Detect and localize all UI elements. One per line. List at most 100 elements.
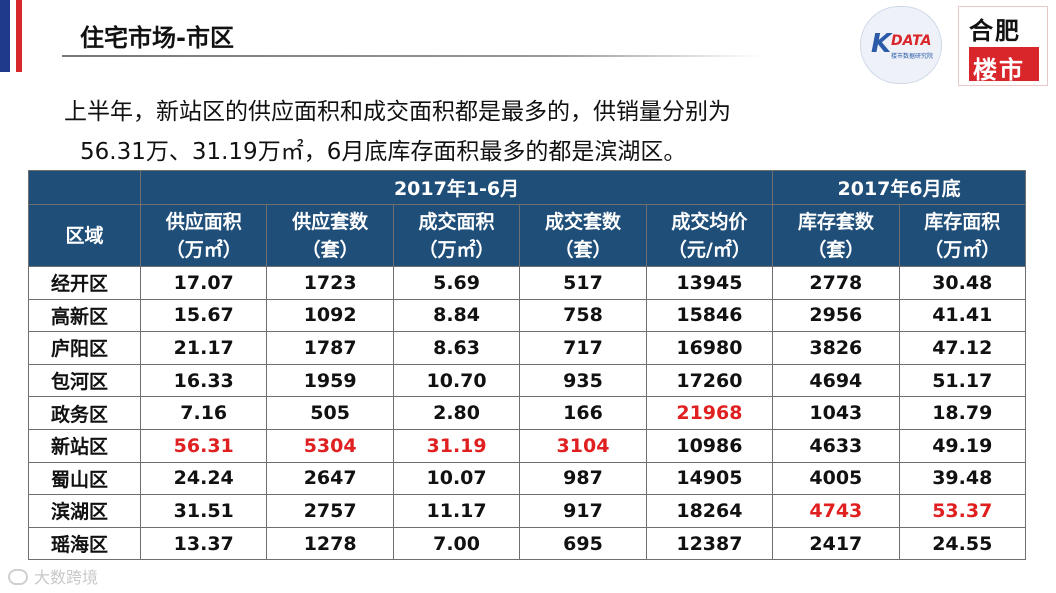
value-cell: 2647: [266, 461, 394, 496]
region-cell: 政务区: [28, 396, 141, 430]
group-header-h1: 2017年1-6月: [139, 170, 774, 205]
value-cell: 166: [519, 396, 647, 430]
column-header: 库存套数 （套）: [772, 204, 900, 267]
value-cell: 2778: [772, 266, 900, 300]
column-header-title: 供应面积: [165, 210, 242, 233]
value-cell: 31.19: [392, 428, 521, 463]
value-cell: 5304: [266, 428, 394, 463]
region-cell: 滨湖区: [28, 494, 141, 528]
value-cell: 39.48: [898, 461, 1027, 496]
value-cell: 56.31: [139, 428, 268, 463]
title-underline: [62, 55, 762, 57]
value-cell: 21968: [645, 396, 774, 430]
value-cell: 11.17: [392, 494, 521, 528]
value-cell: 10986: [645, 428, 774, 463]
table-row: 政务区 7.16 505 2.80 166 21968 1043 18.79: [28, 396, 1027, 430]
column-header-title: 库存套数: [797, 210, 874, 233]
column-header-title: 供应套数: [292, 210, 369, 233]
value-cell: 14905: [645, 461, 774, 496]
summary-line-2: 56.31万、31.19万㎡，6月底库存面积最多的都是滨湖区。: [80, 139, 687, 165]
value-cell: 16.33: [139, 363, 268, 398]
value-cell: 2.80: [392, 396, 521, 430]
value-cell: 16980: [645, 331, 774, 365]
city-logo-bottom: 楼市: [973, 55, 1025, 84]
column-header-unit: （元/㎡）: [667, 238, 751, 261]
value-cell: 2757: [266, 494, 394, 528]
city-logo-top: 合肥: [969, 16, 1021, 45]
column-header-unit: （万㎡）: [165, 238, 242, 261]
value-cell: 10.07: [392, 461, 521, 496]
value-cell: 1043: [772, 396, 900, 430]
city-logo: 合肥 楼市: [958, 6, 1048, 86]
value-cell: 49.19: [898, 428, 1027, 463]
value-cell: 717: [519, 331, 647, 365]
table-row: 经开区 17.07 1723 5.69 517 13945 2778 30.48: [28, 266, 1027, 300]
value-cell: 41.41: [898, 298, 1027, 333]
value-cell: 4633: [772, 428, 900, 463]
value-cell: 4005: [772, 461, 900, 496]
region-cell: 包河区: [28, 363, 141, 398]
value-cell: 12387: [645, 526, 774, 561]
value-cell: 758: [519, 298, 647, 333]
column-header: 库存面积 （万㎡）: [898, 204, 1027, 267]
table-row: 高新区 15.67 1092 8.84 758 15846 2956 41.41: [28, 298, 1027, 333]
table-row: 蜀山区 24.24 2647 10.07 987 14905 4005 39.48: [28, 461, 1027, 496]
column-header: 供应套数 （套）: [266, 204, 394, 267]
value-cell: 7.00: [392, 526, 521, 561]
value-cell: 4694: [772, 363, 900, 398]
value-cell: 3104: [519, 428, 647, 463]
region-cell: 蜀山区: [28, 461, 141, 496]
data-logo: K DATA 楼市数据研究院: [860, 6, 942, 84]
value-cell: 987: [519, 461, 647, 496]
value-cell: 18264: [645, 494, 774, 528]
column-header-unit: （套）: [554, 238, 612, 261]
value-cell: 8.63: [392, 331, 521, 365]
value-cell: 7.16: [139, 396, 268, 430]
table-row: 瑶海区 13.37 1278 7.00 695 12387 2417 24.55: [28, 526, 1027, 561]
value-cell: 695: [519, 526, 647, 561]
logo-subtext: 楼市数据研究院: [891, 53, 934, 60]
corner-cell: [28, 170, 141, 205]
region-cell: 瑶海区: [28, 526, 141, 561]
value-cell: 13945: [645, 266, 774, 300]
table-row: 包河区 16.33 1959 10.70 935 17260 4694 51.17: [28, 363, 1027, 398]
column-header-title: 成交均价: [671, 210, 748, 233]
table-row: 滨湖区 31.51 2757 11.17 917 18264 4743 53.37: [28, 494, 1027, 528]
value-cell: 505: [266, 396, 394, 430]
column-header-unit: （套）: [807, 238, 865, 261]
value-cell: 21.17: [139, 331, 268, 365]
value-cell: 17.07: [139, 266, 268, 300]
column-header-unit: （万㎡）: [418, 238, 495, 261]
value-cell: 5.69: [392, 266, 521, 300]
value-cell: 15.67: [139, 298, 268, 333]
value-cell: 2956: [772, 298, 900, 333]
city-logo-box: 楼市: [969, 47, 1039, 84]
value-cell: 24.24: [139, 461, 268, 496]
region-cell: 经开区: [28, 266, 141, 300]
watermark: 大数跨境: [8, 564, 98, 588]
value-cell: 1787: [266, 331, 394, 365]
logo-text: DATA: [891, 33, 932, 49]
column-header-title: 成交面积: [418, 210, 495, 233]
region-cell: 新站区: [28, 428, 141, 463]
group-header-june: 2017年6月底: [772, 170, 1026, 205]
table-row: 新站区 56.31 5304 31.19 3104 10986 4633 49.19: [28, 428, 1027, 463]
value-cell: 31.51: [139, 494, 268, 528]
value-cell: 917: [519, 494, 647, 528]
market-table: 2017年1-6月 2017年6月底 区域 供应面积 （万㎡） 供应套数 （套） 成交面…: [28, 170, 1027, 561]
logo-mark: K: [871, 29, 892, 59]
value-cell: 935: [519, 363, 647, 398]
column-header-unit: （套）: [301, 238, 359, 261]
value-cell: 47.12: [898, 331, 1027, 365]
column-header: 供应面积 （万㎡）: [139, 204, 268, 267]
accent-bar-white: [10, 0, 16, 72]
value-cell: 1959: [266, 363, 394, 398]
value-cell: 3826: [772, 331, 900, 365]
column-header: 成交面积 （万㎡）: [392, 204, 521, 267]
region-cell: 庐阳区: [28, 331, 141, 365]
value-cell: 13.37: [139, 526, 268, 561]
column-header: 成交套数 （套）: [519, 204, 647, 267]
table-row: 庐阳区 21.17 1787 8.63 717 16980 3826 47.12: [28, 331, 1027, 365]
region-cell: 高新区: [28, 298, 141, 333]
page-title: 住宅市场-市区: [80, 24, 234, 52]
